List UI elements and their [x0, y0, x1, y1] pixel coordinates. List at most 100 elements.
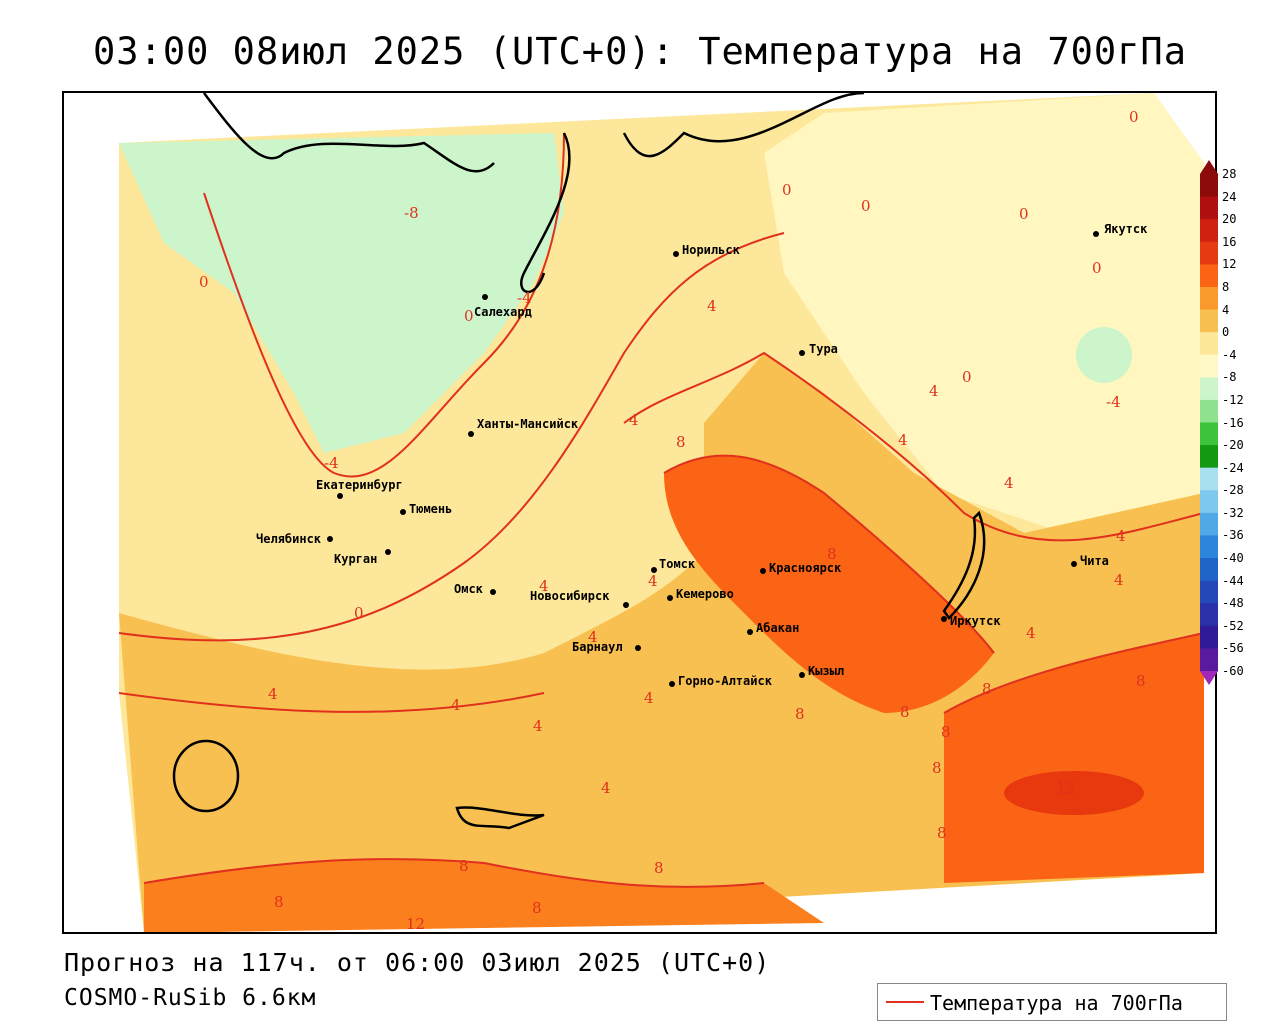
colorbar-swatch — [1200, 512, 1218, 536]
svg-text:Тюмень: Тюмень — [409, 502, 452, 516]
colorbar-tick-label: 4 — [1222, 302, 1230, 317]
svg-text:8: 8 — [274, 893, 284, 911]
colorbar-swatch — [1200, 580, 1218, 604]
svg-text:Якутск: Якутск — [1104, 222, 1148, 236]
colorbar-swatch — [1200, 625, 1218, 649]
colorbar-tick-label: 8 — [1222, 279, 1230, 294]
svg-text:Абакан: Абакан — [756, 621, 799, 635]
colorbar-tick-label: 12 — [1222, 257, 1237, 272]
svg-text:Челябинск: Челябинск — [256, 532, 322, 546]
colorbar — [1200, 160, 1218, 685]
colorbar-tick-label: -16 — [1222, 415, 1244, 430]
colorbar-swatch — [1200, 309, 1218, 333]
temperature-map[interactable]: Салехард Норильск Якутск Тура Ханты-Манс… — [62, 91, 1217, 934]
svg-text:0: 0 — [199, 273, 209, 291]
svg-text:Иркутск: Иркутск — [950, 614, 1001, 628]
colorbar-tick-label: 16 — [1222, 234, 1237, 249]
legend-line — [886, 1001, 924, 1003]
svg-text:Томск: Томск — [659, 557, 696, 571]
svg-text:8: 8 — [654, 859, 664, 877]
map-title: 03:00 08июл 2025 (UTC+0): Температура на… — [93, 30, 1187, 73]
svg-text:Ханты-Мансийск: Ханты-Мансийск — [477, 417, 579, 431]
colorbar-swatch — [1200, 286, 1218, 311]
colorbar-tick-label: -8 — [1222, 370, 1237, 385]
colorbar-tick-label: -48 — [1222, 596, 1244, 611]
svg-text:4: 4 — [644, 689, 654, 707]
svg-text:-4: -4 — [517, 289, 532, 307]
colorbar-swatch — [1200, 264, 1218, 288]
svg-text:Кемерово: Кемерово — [676, 587, 734, 601]
colorbar-top-arrow — [1200, 160, 1218, 174]
svg-text:4: 4 — [268, 685, 278, 703]
colorbar-tick-label: -36 — [1222, 528, 1244, 543]
colorbar-tick-label: -32 — [1222, 505, 1244, 520]
colorbar-tick-label: -40 — [1222, 551, 1244, 566]
colorbar-tick-label: 24 — [1222, 189, 1237, 204]
colorbar-swatch — [1200, 445, 1218, 469]
colorbar-tick-label: 28 — [1222, 167, 1237, 181]
colorbar-tick-label: -12 — [1222, 392, 1244, 407]
svg-text:8: 8 — [941, 723, 951, 741]
svg-text:Чита: Чита — [1080, 554, 1109, 568]
svg-text:4: 4 — [1116, 527, 1126, 545]
svg-text:0: 0 — [464, 307, 474, 325]
legend: Температура на 700гПа — [877, 983, 1227, 1021]
svg-text:4: 4 — [1004, 474, 1014, 492]
colorbar-swatch — [1200, 219, 1218, 243]
svg-text:0: 0 — [1092, 259, 1102, 277]
svg-text:8: 8 — [459, 857, 469, 875]
svg-text:Красноярск: Красноярск — [769, 561, 842, 575]
colorbar-swatch — [1200, 422, 1218, 446]
svg-text:0: 0 — [1019, 205, 1029, 223]
colorbar-tick-label: -4 — [1222, 347, 1237, 362]
colorbar-swatch — [1200, 490, 1218, 514]
svg-text:Тура: Тура — [809, 342, 838, 356]
svg-text:-4: -4 — [324, 454, 339, 472]
city-markers: Салехард Норильск Якутск Тура Ханты-Манс… — [256, 222, 1148, 688]
svg-text:4: 4 — [533, 717, 543, 735]
colorbar-swatch — [1200, 603, 1218, 627]
svg-text:Горно-Алтайск: Горно-Алтайск — [678, 674, 773, 688]
colorbar-tick-label: -56 — [1222, 641, 1244, 656]
svg-text:4: 4 — [1114, 571, 1124, 589]
colorbar-tick-label: 0 — [1222, 325, 1230, 340]
svg-text:0: 0 — [354, 604, 364, 622]
svg-text:0: 0 — [861, 197, 871, 215]
colorbar-tick-label: -28 — [1222, 483, 1244, 498]
svg-text:0: 0 — [782, 181, 792, 199]
colorbar-swatch — [1200, 241, 1218, 265]
contour-labels: -8 0 -4 -4 0 0 0 0 4 4 0 0 4 -4 4 8 4 4 … — [199, 108, 1146, 932]
colorbar-swatch — [1200, 558, 1218, 582]
colorbar-tick-label: -52 — [1222, 618, 1244, 633]
colorbar-swatch — [1200, 399, 1218, 423]
svg-text:8: 8 — [795, 705, 805, 723]
map-canvas: Салехард Норильск Якутск Тура Ханты-Манс… — [64, 93, 1215, 932]
svg-text:4: 4 — [588, 628, 598, 646]
svg-text:8: 8 — [937, 824, 947, 842]
svg-text:4: 4 — [898, 431, 908, 449]
colorbar-swatch — [1200, 354, 1218, 378]
svg-text:Норильск: Норильск — [682, 243, 741, 257]
svg-text:12: 12 — [406, 915, 425, 932]
model-name: COSMO-RuSib 6.6км — [64, 985, 317, 1011]
svg-text:8: 8 — [932, 759, 942, 777]
svg-text:0: 0 — [1129, 108, 1139, 126]
svg-text:-4: -4 — [1106, 393, 1121, 411]
svg-text:Барнаул: Барнаул — [572, 640, 623, 654]
forecast-info: Прогноз на 117ч. от 06:00 03июл 2025 (UT… — [64, 948, 771, 977]
colorbar-swatch — [1200, 535, 1218, 559]
svg-text:12: 12 — [1056, 779, 1075, 797]
svg-text:Кызыл: Кызыл — [808, 664, 844, 678]
svg-text:4: 4 — [1026, 624, 1036, 642]
svg-text:8: 8 — [676, 433, 686, 451]
svg-text:4: 4 — [539, 577, 549, 595]
colorbar-tick-label: -44 — [1222, 573, 1244, 588]
colorbar-bottom-arrow — [1200, 671, 1218, 685]
svg-text:8: 8 — [982, 680, 992, 698]
svg-text:8: 8 — [532, 899, 542, 917]
colorbar-tick-label: -20 — [1222, 438, 1244, 453]
svg-text:-8: -8 — [404, 204, 419, 222]
colorbar-swatch — [1200, 332, 1218, 356]
svg-text:Екатеринбург: Екатеринбург — [316, 478, 403, 492]
svg-text:4: 4 — [648, 572, 658, 590]
